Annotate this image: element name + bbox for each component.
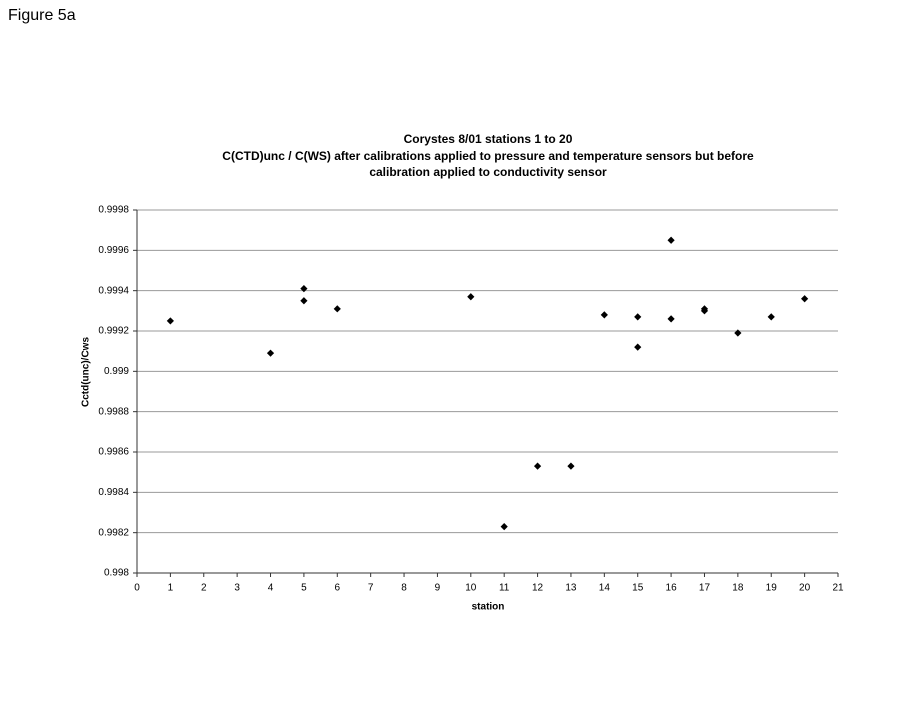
point: [300, 285, 308, 293]
x-tick-label: 14: [599, 583, 611, 594]
x-tick-label: 5: [301, 583, 307, 594]
point: [533, 462, 542, 470]
y-tick-label: 0.9998: [98, 205, 129, 216]
x-tick-label: 16: [666, 583, 678, 594]
x-axis-label: station: [472, 602, 505, 613]
x-tick-label: 20: [799, 583, 811, 594]
point: [467, 293, 475, 301]
point: [634, 313, 642, 321]
chart-title: Corystes 8/01 stations 1 to 20: [404, 132, 573, 146]
x-tick-label: 19: [766, 583, 778, 594]
point: [567, 462, 575, 470]
x-tick-label: 4: [268, 583, 274, 594]
x-tick-label: 7: [368, 583, 374, 594]
x-tick-label: 6: [335, 583, 341, 594]
x-tick-label: 17: [699, 583, 711, 594]
point: [767, 313, 775, 321]
x-tick-label: 13: [565, 583, 577, 594]
y-tick-label: 0.9984: [98, 487, 129, 498]
y-tick-label: 0.999: [104, 366, 129, 377]
y-tick-label: 0.998: [104, 568, 129, 579]
point: [734, 329, 742, 337]
x-tick-label: 12: [532, 583, 544, 594]
y-tick-label: 0.9992: [98, 326, 129, 337]
y-axis-label: Cctd(unc)/Cws: [81, 337, 92, 407]
point: [600, 311, 608, 319]
x-tick-label: 10: [465, 583, 477, 594]
y-tick-label: 0.9986: [98, 447, 129, 458]
point: [500, 523, 508, 531]
y-tick-label: 0.9994: [98, 285, 129, 296]
figure-label: Figure 5a: [8, 7, 76, 24]
point: [333, 305, 341, 313]
chart-title: C(CTD)unc / C(WS) after calibrations app…: [222, 149, 754, 163]
point: [801, 295, 809, 303]
x-tick-label: 21: [832, 583, 844, 594]
chart-title: calibration applied to conductivity sens…: [369, 165, 607, 179]
y-tick-label: 0.9982: [98, 527, 129, 538]
x-tick-label: 11: [499, 583, 510, 594]
point: [300, 297, 308, 305]
point: [700, 307, 709, 315]
x-tick-label: 1: [168, 583, 174, 594]
x-tick-label: 18: [732, 583, 744, 594]
point: [667, 236, 675, 244]
point: [166, 317, 174, 325]
x-tick-label: 2: [201, 583, 207, 594]
point: [266, 349, 275, 357]
point: [634, 343, 642, 351]
x-tick-label: 9: [435, 583, 441, 594]
x-tick-label: 3: [234, 583, 240, 594]
x-tick-label: 0: [134, 583, 140, 594]
point: [667, 315, 675, 323]
x-tick-label: 8: [401, 583, 407, 594]
y-tick-label: 0.9996: [98, 245, 129, 256]
y-tick-label: 0.9988: [98, 406, 129, 417]
x-tick-label: 15: [632, 583, 644, 594]
